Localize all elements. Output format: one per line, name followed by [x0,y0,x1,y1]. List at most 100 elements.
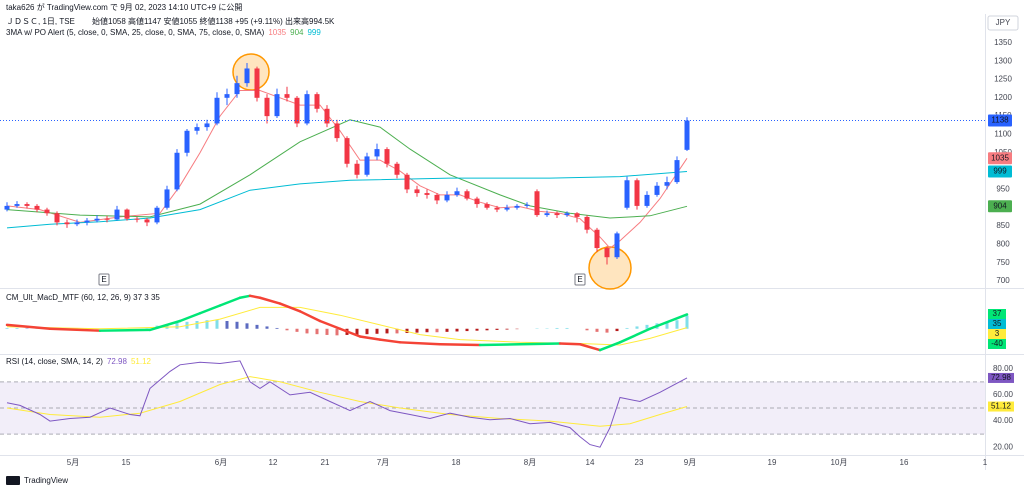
candle-body [84,220,90,223]
macd-line-segment [278,302,302,313]
histogram-bar [245,323,249,329]
x-tick-label: 12 [269,458,278,467]
candle-body [544,213,550,216]
x-tick-label: 16 [900,458,909,467]
price-label-box [988,200,1012,213]
candle-body [264,97,270,117]
candle-body [634,180,640,206]
histogram-bar [285,328,289,331]
candle-body [454,191,460,195]
histogram-bar [615,328,619,332]
histogram-bar [465,328,469,332]
y-tick-label: 1250 [994,75,1012,84]
histogram-bar [605,328,609,333]
candle-body [194,127,200,131]
candle-body [534,191,540,216]
histogram-bar [585,328,589,331]
macd-line-segment [258,296,282,305]
indicator-label: -40 [991,339,1003,348]
x-tick-label: 14 [586,458,595,467]
candle-body [684,120,690,150]
currency-box[interactable] [987,15,1019,31]
macd-line-segment [218,296,242,307]
histogram-bar [335,328,339,336]
candle-body [624,180,630,208]
histogram-bar [675,320,679,329]
currency: JPY [996,18,1011,27]
indicator-label-box [988,401,1014,412]
histogram-bar [365,328,369,335]
candle-body [294,97,300,124]
macd-line-segment [478,343,522,347]
x-tick-label: 9月 [684,458,696,467]
y-tick-label: 850 [996,221,1010,230]
histogram-bar [425,328,429,333]
histogram-bar [595,328,599,332]
event-marker [574,273,586,286]
candle-body [284,94,290,98]
histogram-bar [315,328,319,335]
y-tick-label: 750 [996,258,1010,267]
histogram-bar [475,328,479,331]
indicator-label: 51.12 [991,402,1012,411]
macd-line-segment [198,304,222,315]
legend-value: 1035 [268,28,286,37]
candle-body [464,191,470,199]
histogram-bar [275,327,279,329]
macd-line-segment [338,327,362,338]
histogram-bar [635,326,639,329]
candle-body [164,189,170,208]
candle-body [184,130,190,153]
candle-body [674,160,680,183]
macd-line-segment [48,327,102,332]
ohlc-legend: 始値1058 高値1147 安値1055 終値1138 +95 (+9.11%)… [92,16,335,26]
candle-body [374,149,380,157]
candle-body [594,229,600,249]
y-tick-label: 60.00 [993,390,1014,399]
candle-body [304,94,310,124]
candle-body [664,182,670,186]
candle-body [344,138,350,164]
indicator-label: 72.98 [991,373,1012,382]
candle-body [434,194,440,201]
x-tick-label: 21 [321,458,330,467]
x-tick-label: 7月 [377,458,389,467]
x-tick-label: 10月 [831,458,848,467]
event-marker [98,273,110,286]
macd-line-segment [5,323,52,330]
y-tick-label: 1200 [994,93,1012,102]
histogram-bar [565,327,569,329]
candle-body [204,123,210,128]
moving-average [6,171,688,229]
candle-body [644,194,650,206]
histogram-bar [225,321,229,329]
histogram-bar [265,326,269,329]
candle-body [404,174,410,190]
brand-logo: TradingView [6,476,68,485]
histogram-bar [195,321,199,329]
histogram-bar [555,327,559,329]
price-label: 1138 [991,116,1009,125]
histogram-bar [415,328,419,333]
x-tick-label: 15 [122,458,131,467]
event-label: E [577,275,582,284]
histogram-bar [385,328,389,334]
candle-body [384,149,390,164]
macd-line-segment [148,319,182,332]
macd-line-segment [358,335,382,341]
rsi-line [6,360,688,448]
price-label-box [988,114,1012,127]
indicator-label: 3 [995,329,1000,338]
candle-body [654,185,660,195]
price-label: 999 [993,167,1007,176]
candle-body [614,233,620,258]
candle-body [524,204,530,206]
price-label: 904 [993,201,1007,210]
candle-body [484,204,490,208]
x-tick-label: 19 [768,458,777,467]
macd-line-segment [238,294,252,299]
macd-line-segment [248,294,262,299]
legend-value: 51.12 [131,357,152,366]
